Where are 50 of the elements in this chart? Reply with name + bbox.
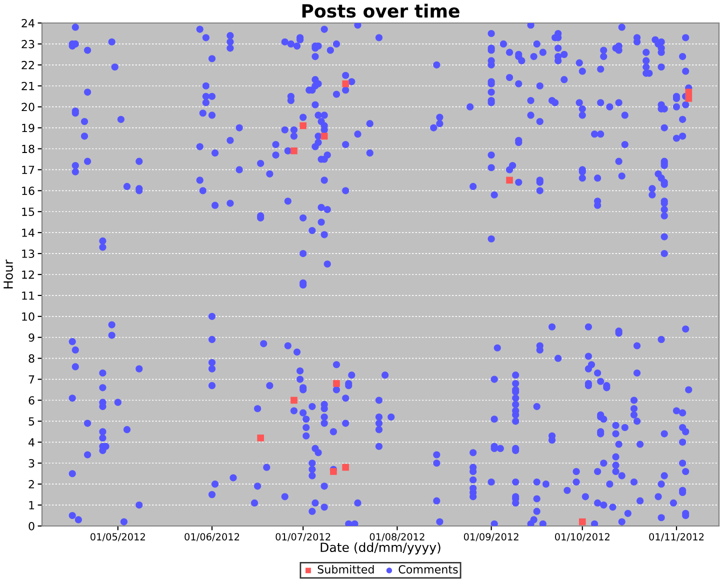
y-tick-label: 1 — [29, 501, 34, 510]
x-tick-label: 01/10/2012 — [555, 533, 610, 542]
y-tick-label: 18 — [22, 144, 34, 154]
point — [290, 147, 298, 154]
point — [300, 122, 306, 130]
y-tick-label: 12 — [22, 270, 34, 279]
x-axis-title: Date (dd/mm/yyyy) — [320, 542, 440, 554]
y-tick-label: 5 — [28, 417, 34, 426]
y-tick-label: 13 — [22, 250, 34, 258]
chart-title: Posts over time — [302, 4, 460, 18]
y-tick-label: 2 — [28, 480, 34, 488]
y-axis-title: Hour — [4, 259, 13, 288]
x-tick-label: 01/05/2012 — [90, 533, 145, 542]
x-tick-label: 01/08/2012 — [370, 533, 424, 542]
y-tick-label: 15 — [22, 208, 34, 216]
y-tick-label: 8 — [28, 354, 34, 363]
y-tick-label: 11 — [22, 292, 34, 300]
y-tick-label: 14 — [22, 228, 34, 237]
x-tick-label: 01/09/2012 — [464, 533, 518, 542]
point — [506, 176, 513, 184]
point — [342, 464, 349, 471]
x-tick-label: 01/11/2012 — [649, 533, 704, 542]
y-tick-label: 19 — [22, 124, 34, 132]
y-tick-label: 7 — [28, 375, 34, 384]
y-tick-label: 0 — [28, 522, 34, 530]
y-tick-label: 4 — [28, 438, 34, 446]
y-tick-label: 21 — [22, 82, 34, 90]
point — [578, 518, 586, 526]
y-tick-label: 10 — [22, 312, 34, 321]
point — [330, 468, 337, 475]
x-tick-label: 01/06/2012 — [184, 533, 240, 542]
legend-label: Submitted — [318, 564, 374, 574]
point — [685, 88, 692, 96]
point — [257, 434, 264, 442]
y-tick-label: 6 — [28, 396, 34, 405]
legend-label: Comments — [398, 565, 458, 574]
point — [342, 80, 349, 88]
x-tick-label: 01/07/2012 — [276, 533, 330, 542]
y-tick-label: 9 — [28, 333, 34, 342]
point — [685, 95, 692, 102]
y-tick-label: 23 — [22, 40, 34, 48]
y-tick-label: 22 — [22, 60, 34, 70]
point — [290, 396, 298, 404]
y-tick-label: 16 — [22, 186, 34, 196]
y-tick-label: 17 — [22, 166, 34, 174]
point — [320, 132, 328, 140]
point — [333, 380, 340, 387]
y-tick-label: 3 — [28, 459, 34, 468]
y-tick-label: 20 — [22, 102, 34, 112]
y-tick-label: 24 — [22, 18, 34, 28]
